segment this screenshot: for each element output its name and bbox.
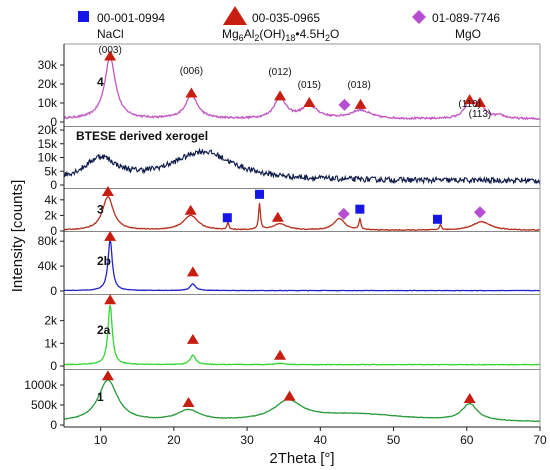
ldh-triangle-icon: [104, 50, 117, 61]
ldh-triangle-icon: [473, 97, 486, 107]
panel-2a: 0 1k 2k 2a: [44, 294, 541, 373]
y-tick-label: 2k: [44, 314, 58, 328]
y-tick-label: 0: [50, 284, 57, 298]
miller-index-label: (110): [458, 99, 481, 110]
x-tick-label: 10: [94, 433, 108, 447]
miller-index-label: (003): [98, 45, 121, 56]
x-tick-label: 70: [533, 433, 547, 447]
ldh-triangle-icon: [463, 94, 476, 105]
x-axis-title: 2Theta [°]: [269, 450, 334, 467]
ldh-triangle-icon: [104, 230, 117, 241]
ldh-triangle-icon: [186, 333, 199, 344]
legend-mgo-diamond-icon: [412, 10, 426, 24]
ldh-triangle-icon: [303, 97, 316, 107]
panel-label: 2a: [97, 323, 111, 337]
y-axis-title: Intensity [counts]: [9, 180, 26, 293]
y-tick-label: 40k: [38, 259, 58, 273]
legend-mgo-code: 01-089-7746: [432, 11, 500, 25]
xrd-trace: [63, 239, 541, 292]
y-tick-label: 5k: [44, 164, 58, 178]
xrd-trace: [63, 304, 541, 366]
nacl-square-icon: [255, 189, 265, 199]
ldh-triangle-icon: [104, 294, 117, 305]
legend-nacl-phase: NaCl: [97, 27, 124, 41]
x-tick-label: 40: [314, 433, 328, 447]
panel-label: 3: [97, 203, 104, 217]
panel-2b: 0 40k 80k 2b: [38, 230, 541, 298]
panel-label: 2b: [97, 254, 111, 268]
ldh-triangle-icon: [101, 370, 114, 381]
mgo-diamond-icon: [473, 206, 486, 219]
ldh-triangle-icon: [184, 204, 197, 215]
y-tick-label: 10k: [38, 151, 58, 165]
y-tick-label: 0: [50, 115, 57, 129]
legend-nacl-code: 00-001-0994: [97, 11, 165, 25]
x-tick-label: 50: [387, 433, 401, 447]
y-tick-label: 20k: [38, 77, 58, 91]
ldh-triangle-icon: [271, 211, 284, 222]
x-tick-label: 20: [167, 433, 181, 447]
ldh-triangle-icon: [463, 393, 476, 403]
y-tick-label: 30k: [38, 58, 58, 72]
y-tick-label: 1000k: [24, 378, 58, 392]
x-tick-label: 30: [240, 433, 254, 447]
miller-index-label: (113): [469, 109, 492, 120]
xrd-trace: [63, 379, 541, 423]
y-tick-label: 10k: [38, 96, 58, 110]
plot-frame: [63, 43, 541, 428]
legend-ldh-code: 00-035-0965: [252, 11, 320, 25]
panel-4: 0 10k 20k 30k 4: [38, 50, 541, 129]
miller-index-label: (018): [347, 80, 370, 91]
nacl-square-icon: [355, 204, 365, 214]
y-tick-label: 15k: [38, 137, 58, 151]
ldh-triangle-icon: [283, 390, 296, 401]
miller-index-label: (012): [268, 67, 291, 78]
ldh-triangle-icon: [186, 266, 199, 277]
panel-1: 0 500k 1000k 1: [24, 369, 541, 432]
panel-label: 4: [97, 75, 104, 89]
legend-mgo-phase: MgO: [455, 27, 481, 41]
ldh-triangle-icon: [274, 90, 287, 101]
nacl-square-icon: [222, 213, 232, 223]
x-axis: 10 20 30 40 50 60 70: [94, 427, 547, 447]
xrd-trace: [63, 147, 541, 185]
miller-index-labels: (003) (006) (012) (015) (018) (110)(113): [98, 45, 491, 120]
miller-index-label: (006): [180, 66, 203, 77]
ldh-triangle-icon: [185, 87, 198, 98]
ldh-triangle-icon: [354, 98, 367, 109]
y-tick-label: 500k: [31, 398, 58, 412]
y-tick-label: 80k: [38, 234, 58, 248]
nacl-square-icon: [432, 214, 442, 224]
mgo-diamond-icon: [338, 98, 351, 111]
ldh-triangle-icon: [182, 397, 195, 407]
y-tick-label: 20k: [38, 123, 58, 137]
legend-nacl-square-icon: [78, 11, 89, 22]
y-tick-label: 0: [50, 224, 57, 238]
xrd-trace: [63, 56, 541, 121]
y-tick-label: 4k: [44, 193, 58, 207]
y-tick-label: 0: [50, 359, 57, 373]
y-tick-label: 1k: [44, 336, 58, 350]
panel-label: 1: [97, 390, 104, 404]
mgo-diamond-icon: [337, 207, 350, 220]
miller-index-label: (015): [298, 80, 321, 91]
y-tick-label: 2k: [44, 208, 58, 222]
y-tick-label: 0: [50, 178, 57, 192]
legend-ldh-triangle-icon: [223, 6, 247, 25]
y-tick-label: 0: [50, 418, 57, 432]
ldh-triangle-icon: [101, 186, 114, 196]
panel-label: BTESE derived xerogel: [76, 129, 208, 143]
x-tick-label: 60: [460, 433, 474, 447]
ldh-triangle-icon: [274, 349, 287, 360]
legend: 00-001-0994 NaCl 00-035-0965 Mg6Al2(OH)1…: [78, 6, 500, 43]
legend-ldh-phase: Mg6Al2(OH)18•4.5H2O: [222, 27, 339, 43]
xrd-trace: [64, 195, 540, 232]
